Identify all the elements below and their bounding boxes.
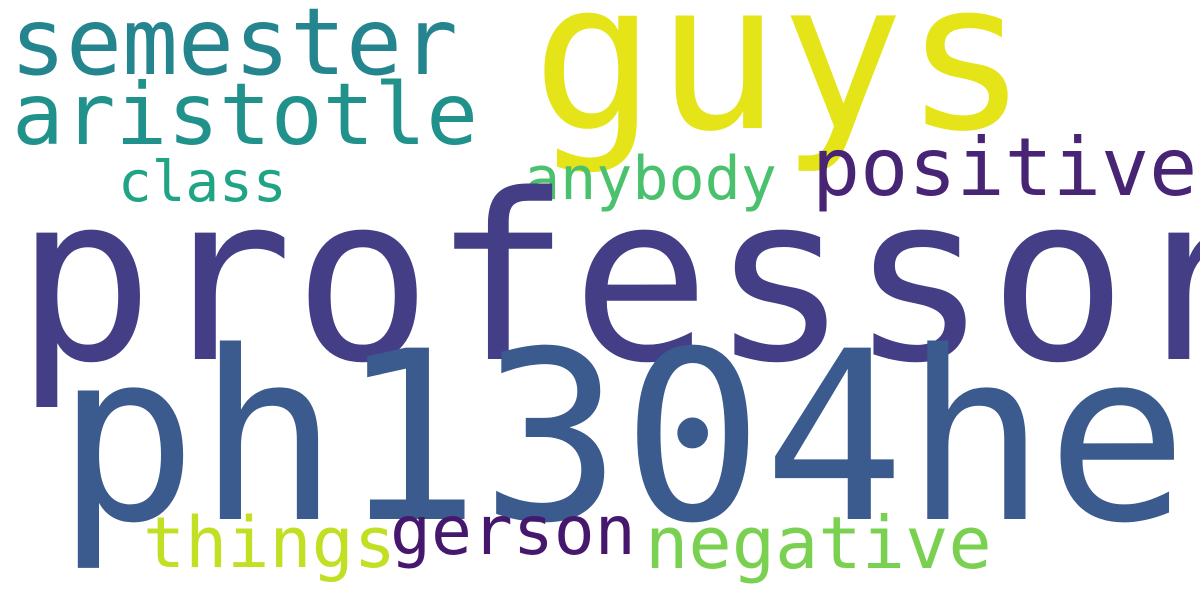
word-gerson: gerson [390, 492, 636, 571]
word-positive: positive [812, 121, 1198, 214]
word-professor: professor [15, 146, 1200, 414]
word-anybody: anybody [524, 144, 777, 214]
word-negative: negative [645, 501, 992, 585]
word-guys: guys [532, 0, 1029, 177]
word-things: things [143, 502, 396, 584]
word-aristotle: aristotle [12, 65, 478, 165]
word-semester: semester [10, 0, 458, 96]
word-ph1304hey: ph1304hey [56, 302, 1200, 575]
word-class: class [118, 150, 287, 215]
